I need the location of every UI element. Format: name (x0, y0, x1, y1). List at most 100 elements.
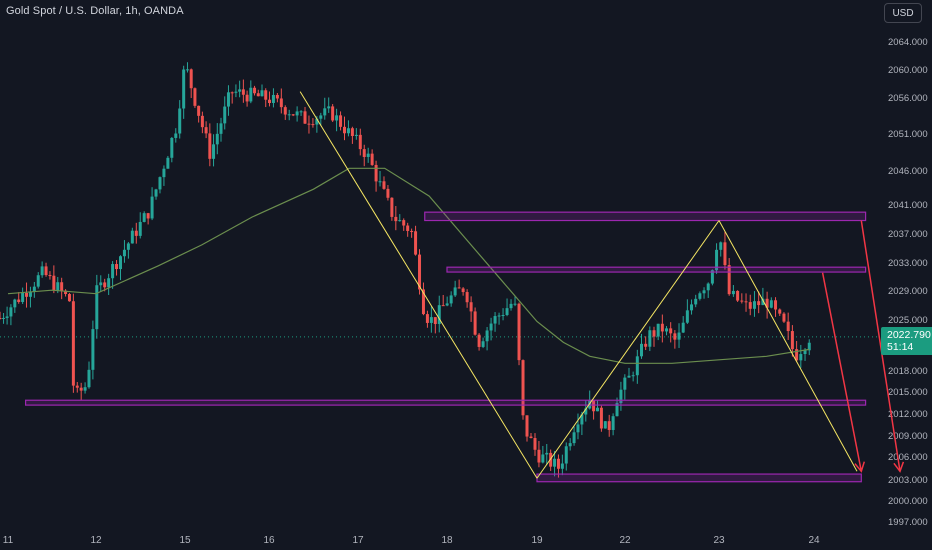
time-tick-label: 15 (179, 535, 191, 546)
candle-body (429, 317, 433, 323)
candle-body (339, 115, 343, 127)
candle-body (433, 317, 437, 325)
candle-body (307, 123, 311, 125)
candle-body (623, 377, 627, 390)
candle-body (115, 264, 119, 270)
candle-body (560, 463, 564, 469)
candle-body (142, 213, 146, 222)
candle-body (778, 309, 782, 314)
candle-body (580, 414, 584, 425)
candle-body (64, 290, 68, 295)
candle-body (366, 153, 370, 157)
chart-title: Gold Spot / U.S. Dollar, 1h, OANDA (6, 5, 184, 17)
pattern-line (718, 220, 858, 472)
candle-body (469, 302, 473, 312)
currency-button[interactable]: USD (884, 3, 922, 23)
candle-body (473, 311, 477, 335)
price-zone (424, 211, 867, 222)
candle-body (648, 330, 652, 347)
candle-body (208, 133, 212, 159)
candle-body (790, 331, 794, 350)
candle-body (146, 213, 150, 219)
candle-body (327, 106, 331, 109)
current-price-value: 2022.790 (887, 328, 931, 341)
candle-body (260, 90, 264, 97)
candle-body (553, 458, 557, 467)
candle-body (230, 92, 234, 94)
price-zone (536, 473, 862, 483)
candle-body (87, 369, 91, 388)
candle-body (52, 275, 56, 291)
projection-arrow-line (860, 220, 901, 472)
candle-body (461, 288, 465, 293)
candle-body (615, 403, 619, 417)
candle-body (607, 421, 611, 430)
candle-body (394, 216, 398, 222)
candle-body (639, 343, 643, 357)
candle-body (556, 458, 560, 469)
price-tick-label: 2037.000 (888, 229, 928, 240)
candle-body (13, 299, 17, 308)
candle-body (652, 330, 656, 337)
candle-body (189, 69, 193, 89)
candle-body (303, 111, 307, 124)
price-tick-label: 2018.000 (888, 366, 928, 377)
price-zone (446, 266, 867, 273)
price-tick-label: 2064.000 (888, 37, 928, 48)
candle-body (28, 291, 32, 297)
candle-body (584, 408, 588, 415)
candle-body (761, 298, 765, 306)
candle-body (669, 328, 673, 334)
candle-body (234, 91, 238, 93)
candle-body (99, 282, 103, 286)
candle-body (501, 315, 505, 317)
candle-body (619, 389, 623, 404)
candle-body (807, 342, 811, 351)
candle-body (457, 287, 461, 289)
candle-body (295, 111, 299, 116)
candle-body (162, 168, 166, 178)
candle-body (752, 301, 756, 309)
candle-body (418, 254, 422, 290)
candle-body (83, 387, 87, 391)
candle-body (174, 133, 178, 138)
candle-body (331, 106, 335, 121)
price-tick-label: 2012.000 (888, 409, 928, 420)
candle-body (769, 300, 773, 308)
candle-body (445, 303, 449, 306)
candle-body (0, 318, 2, 320)
candle-body (21, 293, 25, 303)
candle-body (485, 330, 489, 342)
candle-body (170, 137, 174, 158)
candle-body (441, 305, 445, 307)
candle-body (36, 275, 40, 287)
time-tick-label: 24 (808, 535, 820, 546)
candle-body (390, 197, 394, 217)
candle-body (398, 220, 402, 222)
candle-body (564, 446, 568, 464)
candle-body (166, 157, 170, 169)
price-tick-label: 2029.000 (888, 286, 928, 297)
candle-body (386, 188, 390, 198)
moving-average-line (7, 167, 810, 364)
candle-body (346, 128, 350, 134)
candle-body (111, 264, 115, 279)
candle-body (287, 114, 291, 116)
time-tick-label: 12 (90, 535, 102, 546)
candle-body (765, 298, 769, 308)
candle-body (702, 290, 706, 294)
candle-body (241, 89, 245, 95)
candle-body (414, 231, 418, 255)
candle-body (253, 87, 257, 94)
candle-body (631, 375, 635, 377)
candle-body (200, 115, 204, 128)
candle-body (421, 289, 425, 315)
candle-body (509, 303, 513, 309)
candle-body (599, 407, 603, 429)
candle-body (757, 301, 761, 306)
candle-body (350, 128, 354, 137)
bar-countdown: 51:14 (887, 340, 914, 353)
candle-body (95, 285, 99, 330)
